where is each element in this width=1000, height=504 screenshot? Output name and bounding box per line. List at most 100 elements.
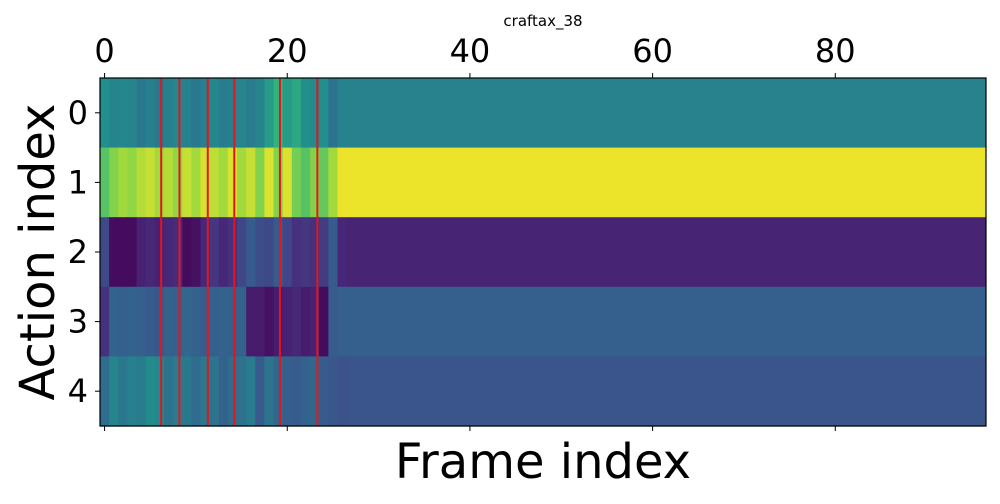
heatmap-cell <box>209 147 220 218</box>
heatmap-cell <box>182 78 192 149</box>
x-tick-label: 60 <box>632 32 673 70</box>
heatmap-cell <box>218 286 229 357</box>
heatmap-cell <box>337 78 348 149</box>
heatmap-cell <box>154 147 165 218</box>
heatmap-cell <box>173 356 183 427</box>
heatmap-cell <box>154 356 165 427</box>
heatmap-steady-band <box>346 147 987 218</box>
heatmap-cell <box>173 286 183 357</box>
heatmap-cell <box>337 217 348 288</box>
heatmap-steady-band <box>346 356 987 427</box>
heatmap-cell <box>255 356 266 427</box>
heatmap-cell <box>310 286 320 357</box>
heatmap-cell <box>173 147 183 218</box>
heatmap-cell <box>163 286 174 357</box>
y-axis-ticks: 0 1 2 3 4 <box>68 94 100 410</box>
heatmap-cell <box>237 356 247 427</box>
heatmap-cell <box>255 217 266 288</box>
vertical-markers <box>160 78 319 426</box>
heatmap-cell <box>173 217 183 288</box>
heatmap-cell <box>154 286 165 357</box>
heatmap-cell <box>291 217 302 288</box>
heatmap-cell <box>182 286 192 357</box>
heatmap-cell <box>337 356 348 427</box>
x-axis-label: Frame index <box>395 434 691 490</box>
heatmap-cell <box>127 286 138 357</box>
heatmap-cell <box>127 78 138 149</box>
heatmap-cell <box>182 147 192 218</box>
chart-title: craftax_38 <box>503 12 582 31</box>
heatmap-cell <box>100 286 110 357</box>
heatmap-cell <box>291 356 302 427</box>
heatmap-cell <box>227 286 238 357</box>
heatmap-cell <box>136 147 147 218</box>
heatmap-cell <box>237 78 247 149</box>
heatmap-cell <box>145 78 156 149</box>
heatmap-cell <box>145 147 156 218</box>
y-tick-label: 2 <box>68 233 88 271</box>
heatmap-cells <box>100 78 987 427</box>
heatmap-cell <box>209 78 220 149</box>
heatmap-cell <box>246 78 256 149</box>
heatmap-cell <box>319 78 329 149</box>
heatmap-cell <box>127 217 138 288</box>
heatmap-cell <box>118 286 129 357</box>
heatmap-cell <box>182 217 192 288</box>
heatmap-cell <box>209 217 220 288</box>
heatmap-cell <box>209 356 220 427</box>
heatmap-cell <box>310 217 320 288</box>
heatmap-cell <box>255 147 266 218</box>
heatmap-cell <box>191 356 202 427</box>
heatmap-steady-band <box>346 217 987 288</box>
heatmap-cell <box>173 78 183 149</box>
heatmap-cell <box>218 217 229 288</box>
heatmap-cell <box>209 286 220 357</box>
heatmap-cell <box>154 78 165 149</box>
heatmap-cell <box>328 217 339 288</box>
heatmap-cell <box>264 286 275 357</box>
heatmap-cell <box>109 356 119 427</box>
heatmap-cell <box>191 147 202 218</box>
heatmap-cell <box>273 78 284 149</box>
heatmap-cell <box>291 286 302 357</box>
heatmap-cell <box>136 78 147 149</box>
y-axis-label: Action index <box>10 104 66 401</box>
heatmap-cell <box>191 217 202 288</box>
heatmap-cell <box>273 147 284 218</box>
heatmap-cell <box>300 147 311 218</box>
heatmap-cell <box>319 217 329 288</box>
heatmap-cell <box>191 78 202 149</box>
heatmap-cell <box>182 356 192 427</box>
heatmap-cell <box>109 286 119 357</box>
heatmap-cell <box>227 356 238 427</box>
heatmap-cell <box>300 217 311 288</box>
heatmap-cell <box>264 147 275 218</box>
y-tick-label: 4 <box>68 372 88 410</box>
heatmap-cell <box>328 356 339 427</box>
heatmap-cell <box>127 356 138 427</box>
heatmap-cell <box>328 78 339 149</box>
heatmap-cell <box>319 147 329 218</box>
heatmap-cell <box>136 286 147 357</box>
heatmap-steady-band <box>346 78 987 149</box>
heatmap-cell <box>273 217 284 288</box>
heatmap-cell <box>237 147 247 218</box>
heatmap-cell <box>282 147 293 218</box>
heatmap-cell <box>118 217 129 288</box>
heatmap-cell <box>337 147 348 218</box>
heatmap-cell <box>282 356 293 427</box>
heatmap-cell <box>118 356 129 427</box>
heatmap-cell <box>100 147 110 218</box>
heatmap-cell <box>246 356 256 427</box>
heatmap-cell <box>319 356 329 427</box>
heatmap-cell <box>163 356 174 427</box>
heatmap-cell <box>109 78 119 149</box>
heatmap-cell <box>200 78 211 149</box>
heatmap-cell <box>200 147 211 218</box>
heatmap-cell <box>109 217 119 288</box>
x-tick-label: 20 <box>267 32 308 70</box>
heatmap-cell <box>136 217 147 288</box>
heatmap-cell <box>227 78 238 149</box>
heatmap-cell <box>264 78 275 149</box>
heatmap-cell <box>237 286 247 357</box>
